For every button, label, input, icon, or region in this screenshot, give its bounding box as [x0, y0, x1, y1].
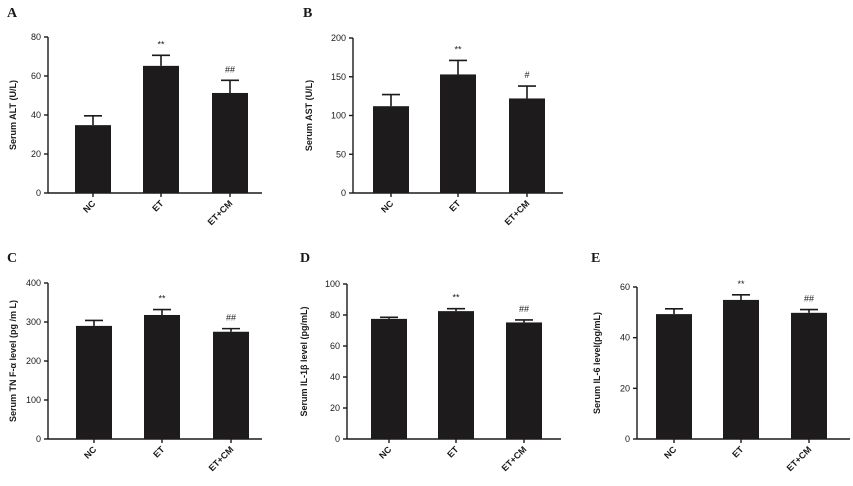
y-axis-label: Serum ALT (U/L): [8, 80, 18, 150]
bar-nc: [75, 125, 111, 193]
y-axis-label: Serum TN F-α level (pg /m L): [8, 300, 18, 422]
x-tick-label: ET: [447, 198, 463, 214]
y-tick-label: 60: [620, 282, 630, 292]
y-tick-label: 0: [36, 434, 41, 444]
significance-marker: ##: [225, 64, 235, 74]
y-tick-label: 20: [31, 149, 41, 159]
bar-et: [143, 65, 179, 193]
x-tick-label: ET: [150, 198, 166, 214]
y-tick-label: 200: [26, 356, 41, 366]
panel-letter-b: B: [303, 6, 312, 21]
y-tick-label: 300: [26, 317, 41, 327]
y-axis-label: Serum IL-6 level(pg/mL): [592, 312, 602, 414]
bar-et-cm: [213, 331, 249, 439]
significance-marker: ##: [226, 313, 236, 323]
y-tick-label: 100: [26, 395, 41, 405]
bar-et: [144, 314, 180, 439]
x-tick-label: ET+CM: [207, 444, 236, 473]
significance-marker: ##: [519, 304, 529, 314]
significance-marker: **: [737, 279, 745, 289]
y-axis-label: Serum IL-1β level (pg/mL): [299, 306, 309, 416]
y-tick-label: 0: [341, 188, 346, 198]
chart-panel-b: B 0 50 100 150 200 Serum AST (U/L) NC ** ET # ET+CM: [303, 6, 563, 227]
y-tick-label: 0: [36, 188, 41, 198]
y-tick-label: 80: [31, 32, 41, 42]
bar-nc: [656, 314, 692, 439]
bar-et-cm: [791, 312, 827, 439]
chart-panel-a: A 0 20 40 60 80 Serum ALT (U/L) NC ** ET ## ET+CM: [7, 6, 262, 227]
y-tick-label: 20: [620, 383, 630, 393]
x-tick-label: ET+CM: [503, 198, 532, 227]
significance-marker: ##: [804, 294, 814, 304]
panel-letter-d: D: [300, 251, 310, 266]
panel-letter-c: C: [7, 251, 17, 266]
bar-et-cm: [212, 92, 248, 193]
y-tick-label: 200: [331, 33, 346, 43]
x-tick-label: ET+CM: [500, 444, 529, 473]
y-tick-label: 60: [31, 71, 41, 81]
significance-marker: **: [158, 294, 166, 304]
bar-et: [723, 299, 759, 439]
y-tick-label: 50: [336, 149, 346, 159]
y-tick-label: 80: [330, 310, 340, 320]
bar-et: [440, 74, 476, 193]
chart-panel-c: C 0 100 200 300 400 Serum TN F-α level (pg /m …: [7, 251, 262, 473]
x-tick-label: ET+CM: [785, 444, 814, 473]
significance-marker: **: [452, 293, 460, 303]
y-tick-label: 400: [26, 278, 41, 288]
y-tick-label: 150: [331, 72, 346, 82]
significance-marker: **: [157, 39, 165, 49]
y-tick-label: 60: [330, 341, 340, 351]
y-tick-label: 100: [325, 279, 340, 289]
y-tick-label: 0: [625, 434, 630, 444]
x-tick-label: NC: [81, 198, 98, 215]
chart-panel-e: E 0 20 40 60 Serum IL-6 level(pg/mL) NC ** ET ## E…: [591, 251, 850, 473]
x-tick-label: NC: [379, 198, 396, 215]
x-tick-label: ET: [730, 444, 746, 460]
significance-marker: #: [524, 70, 529, 80]
y-tick-label: 40: [620, 333, 630, 343]
bar-et-cm: [509, 98, 545, 193]
bar-et: [438, 311, 474, 439]
chart-panel-d: D 0 20 40 60 80 100 Serum IL-1β level (pg/mL) NC…: [299, 251, 561, 473]
y-tick-label: 0: [335, 434, 340, 444]
y-tick-label: 100: [331, 111, 346, 121]
significance-marker: **: [454, 44, 462, 54]
x-tick-label: NC: [662, 444, 679, 461]
x-tick-label: NC: [82, 444, 99, 461]
panel-letter-a: A: [7, 6, 18, 21]
bar-nc: [373, 106, 409, 193]
bar-et-cm: [506, 322, 542, 439]
x-tick-label: ET: [445, 444, 461, 460]
x-tick-label: ET: [151, 444, 167, 460]
bar-nc: [76, 325, 112, 439]
y-axis-label: Serum AST (U/L): [304, 80, 314, 151]
x-tick-label: ET+CM: [206, 198, 235, 227]
bar-nc: [371, 318, 407, 439]
y-tick-label: 20: [330, 403, 340, 413]
panel-letter-e: E: [591, 251, 600, 266]
y-tick-label: 40: [330, 372, 340, 382]
y-tick-label: 40: [31, 110, 41, 120]
x-tick-label: NC: [377, 444, 394, 461]
